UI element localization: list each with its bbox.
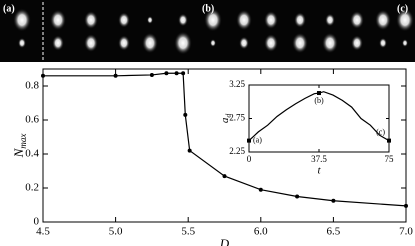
strip-label: (b) [202,3,214,14]
y-axis-label-main: a [219,117,231,123]
data-point [41,73,45,78]
blob [264,33,278,53]
y-tick-label: 2.25 [229,146,245,156]
blob [350,10,364,30]
annotation-marker [317,91,321,96]
y-tick-label: 0 [34,216,40,228]
blob [147,16,153,24]
blob [351,35,363,51]
y-tick-label: 0.6 [25,114,39,126]
blob [18,37,26,49]
blob [50,9,66,31]
annotation-marker [387,138,391,143]
blob [142,32,158,54]
blob [375,9,391,31]
x-tick-label: 5.0 [109,225,123,237]
annotation: (a) [253,135,262,144]
data-point [149,72,154,77]
data-point [404,203,408,208]
data-point [222,174,227,179]
x-tick-label: 6.0 [254,225,268,237]
y-tick-label: 0.8 [25,80,39,92]
y-tick-label: 0.2 [25,182,39,194]
x-tick-label: 5.5 [181,225,195,237]
blob [174,31,192,55]
strip-label: (a) [3,3,15,14]
x-tick-label: 37.5 [311,154,327,164]
plot-frame [248,84,390,153]
blob [294,12,306,28]
y-axis-label-sub: d [223,114,232,118]
strip-background [0,0,415,62]
x-tick-label: 6.5 [327,225,341,237]
x-tick-label: 7.0 [399,225,413,237]
annotation: (c) [376,127,385,136]
y-axis-label: ad [219,114,233,124]
y-axis-label: Nmax [11,134,28,159]
blob [322,32,338,54]
data-point [258,187,263,192]
annotation-marker [247,138,251,143]
x-tick-label: 4.5 [36,225,50,237]
data-point [187,148,192,153]
blob [52,35,64,51]
data-point [295,194,300,199]
y-tick-label: 3.25 [229,79,245,89]
blob [292,32,308,54]
data-point [113,73,118,78]
blob [264,10,278,30]
data-point [174,71,179,76]
blob [13,8,31,32]
blob [178,13,188,27]
y-tick-label: 0.4 [25,148,39,160]
annotation: (b) [314,96,324,105]
x-tick-label: 75 [385,154,395,164]
y-tick-label: 2.75 [229,113,245,123]
blob [84,10,98,30]
data-point [181,71,186,76]
blob [118,12,130,28]
blob [210,39,216,47]
blob [379,37,387,49]
blob [239,36,249,50]
blob [325,13,335,27]
data-point [331,198,336,203]
y-axis-label-main: N [11,147,26,158]
strip-label: (c) [397,3,408,14]
y-axis-label-sub: max [18,134,28,149]
blob [402,39,408,47]
blob [236,9,252,31]
blob [118,35,130,51]
blob [204,8,222,32]
x-tick-label: 0 [247,154,252,164]
data-point [183,112,188,117]
x-axis-label: t [317,164,321,176]
x-axis-label: D [219,236,230,246]
data-point [164,71,169,76]
strip-blobs [13,8,414,55]
blob [84,33,98,53]
blob [396,8,414,32]
